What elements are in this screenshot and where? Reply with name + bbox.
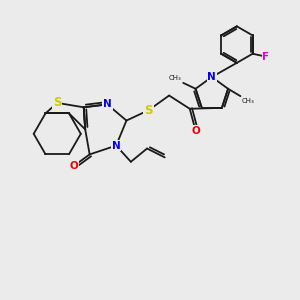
Text: CH₃: CH₃ <box>242 98 255 104</box>
Text: CH₃: CH₃ <box>169 74 182 80</box>
Text: S: S <box>144 104 153 117</box>
Text: O: O <box>69 161 78 171</box>
Text: S: S <box>53 96 61 110</box>
Text: N: N <box>208 72 216 82</box>
Text: N: N <box>103 99 112 110</box>
Text: F: F <box>262 52 269 62</box>
Text: N: N <box>112 141 121 151</box>
Text: O: O <box>191 126 200 136</box>
